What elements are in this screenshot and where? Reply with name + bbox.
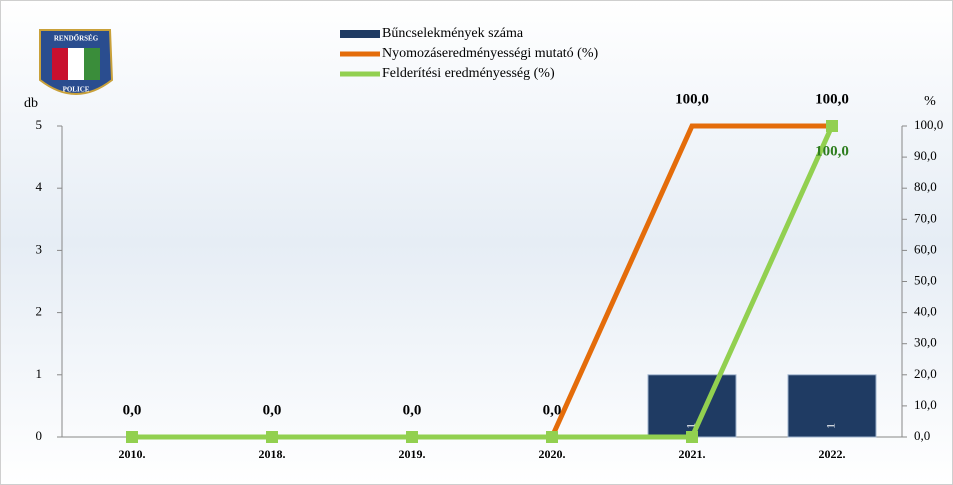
y2-tick-label: 10,0 xyxy=(914,397,937,412)
x-tick-label: 2018. xyxy=(259,447,286,461)
data-label: 100,0 xyxy=(675,91,709,107)
data-label: 0,0 xyxy=(123,402,142,418)
y-tick-label: 5 xyxy=(36,117,43,132)
y2-tick-label: 60,0 xyxy=(914,241,937,256)
y2-tick-label: 70,0 xyxy=(914,210,937,225)
y2-tick-label: 50,0 xyxy=(914,272,937,287)
marker xyxy=(406,431,418,443)
y2-tick-label: 0,0 xyxy=(914,428,930,443)
bar-label: 1 xyxy=(824,423,838,429)
y2-tick-label: 30,0 xyxy=(914,335,937,350)
x-tick-label: 2019. xyxy=(399,447,426,461)
bar-label: 1 xyxy=(684,423,698,429)
legend-label: Bűncselekmények száma xyxy=(382,26,524,41)
data-label: 100,0 xyxy=(815,91,849,107)
y-tick-label: 4 xyxy=(36,179,43,194)
marker xyxy=(266,431,278,443)
logo-bottom: POLICE xyxy=(63,86,90,94)
y-tick-label: 1 xyxy=(36,366,43,381)
bar xyxy=(647,374,737,438)
y2-tick-label: 100,0 xyxy=(914,117,943,132)
legend-label: Felderítési eredményesség (%) xyxy=(382,66,555,81)
logo: RENDŐRSÉG POLICE xyxy=(39,29,114,95)
data-label: 100,0 xyxy=(815,143,849,159)
bar xyxy=(787,374,877,438)
data-label: 0,0 xyxy=(263,402,282,418)
y2-tick-label: 40,0 xyxy=(914,304,937,319)
x-tick-label: 2021. xyxy=(679,447,706,461)
marker xyxy=(546,431,558,443)
legend-label: Nyomozáseredményességi mutató (%) xyxy=(382,46,598,61)
marker xyxy=(686,431,698,443)
y2-tick-label: 20,0 xyxy=(914,366,937,381)
y-tick-label: 3 xyxy=(36,241,43,256)
x-tick-label: 2010. xyxy=(119,447,146,461)
legend-swatch xyxy=(340,30,380,38)
y-tick-label: 0 xyxy=(36,428,43,443)
marker xyxy=(826,120,838,132)
data-label: 0,0 xyxy=(403,402,422,418)
logo-top: RENDŐRSÉG xyxy=(54,35,99,43)
y2-axis-label: % xyxy=(924,94,936,109)
x-tick-label: 2022. xyxy=(819,447,846,461)
y2-tick-label: 90,0 xyxy=(914,148,937,163)
y-axis-label: db xyxy=(24,96,38,111)
marker xyxy=(126,431,138,443)
line xyxy=(132,124,835,440)
x-tick-label: 2020. xyxy=(539,447,566,461)
data-label: 0,0 xyxy=(543,402,562,418)
y2-tick-label: 80,0 xyxy=(914,179,937,194)
y-tick-label: 2 xyxy=(36,304,43,319)
